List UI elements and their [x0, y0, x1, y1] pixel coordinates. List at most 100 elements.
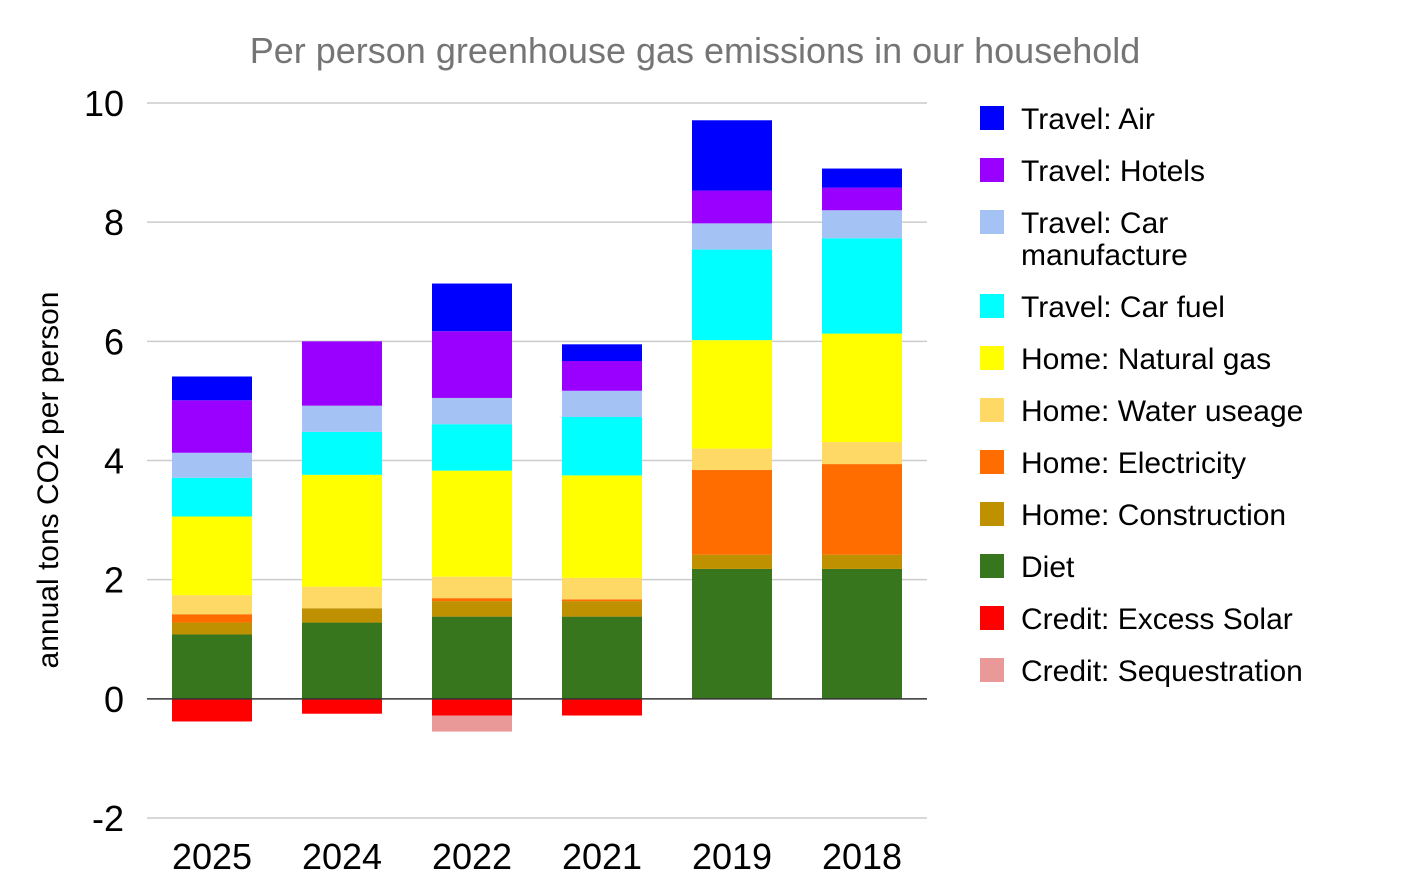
bar-segment-home-water-useage-2021[interactable] — [562, 577, 642, 600]
legend-label: Home: Construction — [1021, 499, 1286, 532]
legend-label: Home: Natural gas — [1021, 343, 1271, 376]
x-tick-label: 2021 — [562, 836, 642, 877]
bar-segment-travel-car-manufacture-2024[interactable] — [302, 405, 382, 432]
legend-label: Travel: Car fuel — [1021, 291, 1225, 324]
bar-segment-home-water-useage-2024[interactable] — [302, 586, 382, 609]
gridlines — [147, 102, 927, 819]
bar-segment-travel-air-2022[interactable] — [432, 283, 512, 332]
bar-segment-credit-excess-solar-2024[interactable] — [302, 698, 382, 714]
bar-segment-home-construction-2021[interactable] — [562, 601, 642, 617]
legend-label: Diet — [1021, 551, 1075, 584]
legend-item-credit-sequestration[interactable]: Credit: Sequestration — [980, 655, 1303, 688]
legend-item-diet[interactable]: Diet — [980, 551, 1075, 584]
bar-segment-credit-excess-solar-2022[interactable] — [432, 698, 512, 716]
bar-stack-2021[interactable] — [562, 344, 642, 716]
bar-segment-travel-hotels-2022[interactable] — [432, 331, 512, 398]
legend-label: Credit: Excess Solar — [1021, 603, 1293, 636]
bar-segment-home-water-useage-2018[interactable] — [822, 442, 902, 465]
bar-segment-travel-air-2025[interactable] — [172, 376, 252, 401]
bar-segment-travel-car-fuel-2022[interactable] — [432, 424, 512, 471]
bar-segment-home-construction-2022[interactable] — [432, 601, 512, 617]
bar-segment-diet-2021[interactable] — [562, 616, 642, 699]
bar-segment-travel-car-manufacture-2021[interactable] — [562, 390, 642, 418]
bar-segment-home-natural-gas-2019[interactable] — [692, 340, 772, 449]
bar-segment-home-natural-gas-2018[interactable] — [822, 333, 902, 443]
y-axis-ticks: 10 8 6 4 2 0 -2 — [84, 83, 124, 839]
x-tick-label: 2025 — [172, 836, 252, 877]
bar-segment-diet-2019[interactable] — [692, 568, 772, 699]
x-axis-ticks: 2025 2024 2022 2021 2019 2018 — [172, 836, 902, 877]
legend-item-home-electricity[interactable]: Home: Electricity — [980, 447, 1246, 480]
bar-segment-travel-car-manufacture-2018[interactable] — [822, 210, 902, 239]
bar-segment-travel-hotels-2018[interactable] — [822, 187, 902, 211]
y-tick-label: -2 — [92, 798, 124, 839]
bar-segment-credit-excess-solar-2021[interactable] — [562, 698, 642, 716]
legend-item-home-natural-gas[interactable]: Home: Natural gas — [980, 343, 1271, 376]
legend-item-travel-car-fuel[interactable]: Travel: Car fuel — [980, 291, 1225, 324]
bar-segment-home-electricity-2018[interactable] — [822, 464, 902, 555]
bar-segment-diet-2025[interactable] — [172, 634, 252, 699]
bar-stack-2022[interactable] — [432, 283, 512, 732]
bar-segment-travel-hotels-2024[interactable] — [302, 341, 382, 406]
bar-segment-travel-car-fuel-2025[interactable] — [172, 477, 252, 517]
y-tick-label: 8 — [104, 202, 124, 243]
bar-segment-home-natural-gas-2024[interactable] — [302, 474, 382, 587]
legend-label: Travel: Air — [1021, 103, 1155, 136]
legend-label: Home: Water useage — [1021, 395, 1303, 428]
bar-segment-home-electricity-2025[interactable] — [172, 614, 252, 623]
bar-segment-diet-2024[interactable] — [302, 622, 382, 699]
bar-segment-travel-car-fuel-2024[interactable] — [302, 431, 382, 475]
bar-segment-home-water-useage-2025[interactable] — [172, 595, 252, 615]
legend-swatch — [980, 398, 1004, 422]
bar-segment-credit-excess-solar-2025[interactable] — [172, 698, 252, 722]
bar-segment-travel-air-2021[interactable] — [562, 344, 642, 361]
bar-segment-travel-car-fuel-2019[interactable] — [692, 249, 772, 341]
legend[interactable]: Travel: Air Travel: Hotels Travel: Car manu… — [980, 103, 1303, 688]
bar-segment-home-water-useage-2022[interactable] — [432, 576, 512, 599]
bar-stack-2025[interactable] — [172, 376, 252, 722]
legend-item-credit-excess-solar[interactable]: Credit: Excess Solar — [980, 603, 1293, 636]
bar-segment-home-electricity-2021[interactable] — [562, 599, 642, 602]
legend-swatch — [980, 158, 1004, 182]
bar-segment-home-electricity-2022[interactable] — [432, 598, 512, 602]
legend-swatch — [980, 554, 1004, 578]
legend-item-travel-air[interactable]: Travel: Air — [980, 103, 1155, 136]
bar-segment-home-construction-2025[interactable] — [172, 622, 252, 635]
legend-swatch — [980, 210, 1004, 234]
bar-segment-travel-air-2018[interactable] — [822, 168, 902, 188]
bar-segment-diet-2022[interactable] — [432, 616, 512, 699]
bar-segment-home-construction-2019[interactable] — [692, 554, 772, 569]
bar-segment-travel-air-2019[interactable] — [692, 120, 772, 191]
bar-segment-home-water-useage-2019[interactable] — [692, 448, 772, 471]
bar-segment-home-construction-2024[interactable] — [302, 608, 382, 623]
bar-stack-2019[interactable] — [692, 120, 772, 699]
bar-segment-travel-car-manufacture-2025[interactable] — [172, 452, 252, 478]
legend-item-home-water-useage[interactable]: Home: Water useage — [980, 395, 1303, 428]
x-tick-label: 2024 — [302, 836, 382, 877]
bar-segment-home-natural-gas-2025[interactable] — [172, 516, 252, 596]
bar-segment-home-natural-gas-2022[interactable] — [432, 470, 512, 577]
x-tick-label: 2018 — [822, 836, 902, 877]
bar-segment-credit-sequestration-2022[interactable] — [432, 715, 512, 732]
bar-segment-travel-hotels-2019[interactable] — [692, 190, 772, 224]
chart-title: Per person greenhouse gas emissions in o… — [250, 30, 1141, 71]
bar-segment-diet-2018[interactable] — [822, 568, 902, 699]
legend-item-travel-hotels[interactable]: Travel: Hotels — [980, 155, 1205, 188]
legend-item-home-construction[interactable]: Home: Construction — [980, 499, 1286, 532]
bar-stack-2024[interactable] — [302, 341, 382, 714]
bar-segment-home-electricity-2019[interactable] — [692, 470, 772, 555]
y-tick-label: 0 — [104, 679, 124, 720]
bar-segment-travel-hotels-2025[interactable] — [172, 400, 252, 453]
bar-segment-home-construction-2018[interactable] — [822, 554, 902, 569]
bar-segment-travel-hotels-2021[interactable] — [562, 360, 642, 391]
bar-segment-home-natural-gas-2021[interactable] — [562, 475, 642, 578]
bar-stack-2018[interactable] — [822, 168, 902, 699]
y-tick-label: 4 — [104, 441, 124, 482]
legend-item-travel-car-manufacture[interactable]: Travel: Car manufacture — [980, 207, 1188, 272]
bar-segment-travel-car-fuel-2021[interactable] — [562, 417, 642, 476]
legend-label: Travel: Car manufacture — [1021, 207, 1188, 272]
bar-segment-travel-car-manufacture-2022[interactable] — [432, 397, 512, 425]
bar-segment-travel-car-fuel-2018[interactable] — [822, 238, 902, 334]
bar-segment-travel-car-manufacture-2019[interactable] — [692, 223, 772, 250]
